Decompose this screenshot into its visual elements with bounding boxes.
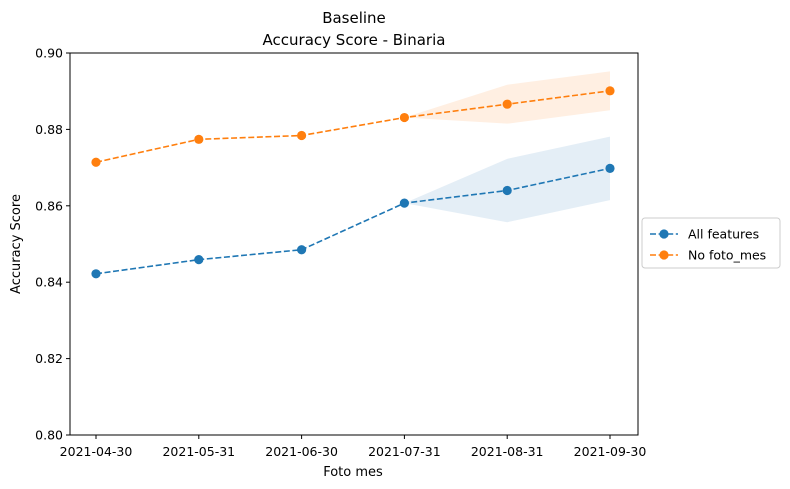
x-axis-label: Foto mes bbox=[323, 465, 383, 480]
y-tick-label: 0.80 bbox=[35, 428, 63, 443]
y-tick-label: 0.88 bbox=[35, 122, 63, 137]
series-0-point bbox=[605, 163, 615, 173]
legend-label: No foto_mes bbox=[688, 248, 766, 263]
series-0-line bbox=[95, 167, 611, 275]
series-0-point bbox=[399, 198, 409, 208]
series-0-point bbox=[194, 255, 204, 265]
series-points bbox=[91, 86, 615, 279]
x-tick-label: 2021-05-31 bbox=[162, 444, 235, 459]
legend-swatch-marker bbox=[659, 250, 669, 260]
series-1-point bbox=[399, 112, 409, 123]
plot-frame bbox=[69, 52, 639, 436]
series-1-point bbox=[605, 86, 615, 96]
y-tick-label: 0.82 bbox=[35, 351, 63, 366]
series-0-point bbox=[502, 185, 512, 196]
legend-label: All features bbox=[688, 227, 759, 242]
series-1-band bbox=[404, 71, 610, 124]
x-axis-ticks: 2021-04-30 2021-05-31 2021-06-30 2021-07-31… bbox=[60, 435, 647, 459]
x-tick-label: 2021-04-30 bbox=[60, 444, 133, 459]
series-1-point bbox=[297, 130, 307, 141]
y-tick-label: 0.84 bbox=[35, 275, 63, 290]
y-tick-label: 0.90 bbox=[35, 46, 63, 61]
series-0-band bbox=[404, 136, 610, 223]
chart-subtitle: Accuracy Score - Binaria bbox=[263, 31, 446, 49]
x-tick-label: 2021-07-31 bbox=[368, 444, 441, 459]
series-lines bbox=[95, 90, 611, 275]
legend-swatch-marker bbox=[659, 229, 669, 239]
series-1-point bbox=[194, 134, 204, 144]
series-0-point bbox=[91, 269, 101, 279]
y-axis-label: Accuracy Score bbox=[9, 194, 24, 294]
series-1-point bbox=[502, 99, 512, 109]
series-0-point bbox=[297, 245, 307, 255]
x-tick-label: 2021-06-30 bbox=[265, 444, 338, 459]
y-tick-label: 0.86 bbox=[35, 198, 63, 213]
x-tick-label: 2021-09-30 bbox=[574, 444, 647, 459]
legend: All features No foto_mes bbox=[641, 217, 781, 269]
series-1-point bbox=[91, 157, 101, 167]
series-1-line bbox=[95, 90, 611, 164]
confidence-bands bbox=[404, 71, 610, 223]
x-tick-label: 2021-08-31 bbox=[471, 444, 544, 459]
y-axis-ticks: 0.80 0.82 0.84 0.86 0.88 0.90 bbox=[35, 46, 70, 443]
chart-title: Baseline bbox=[322, 9, 386, 27]
